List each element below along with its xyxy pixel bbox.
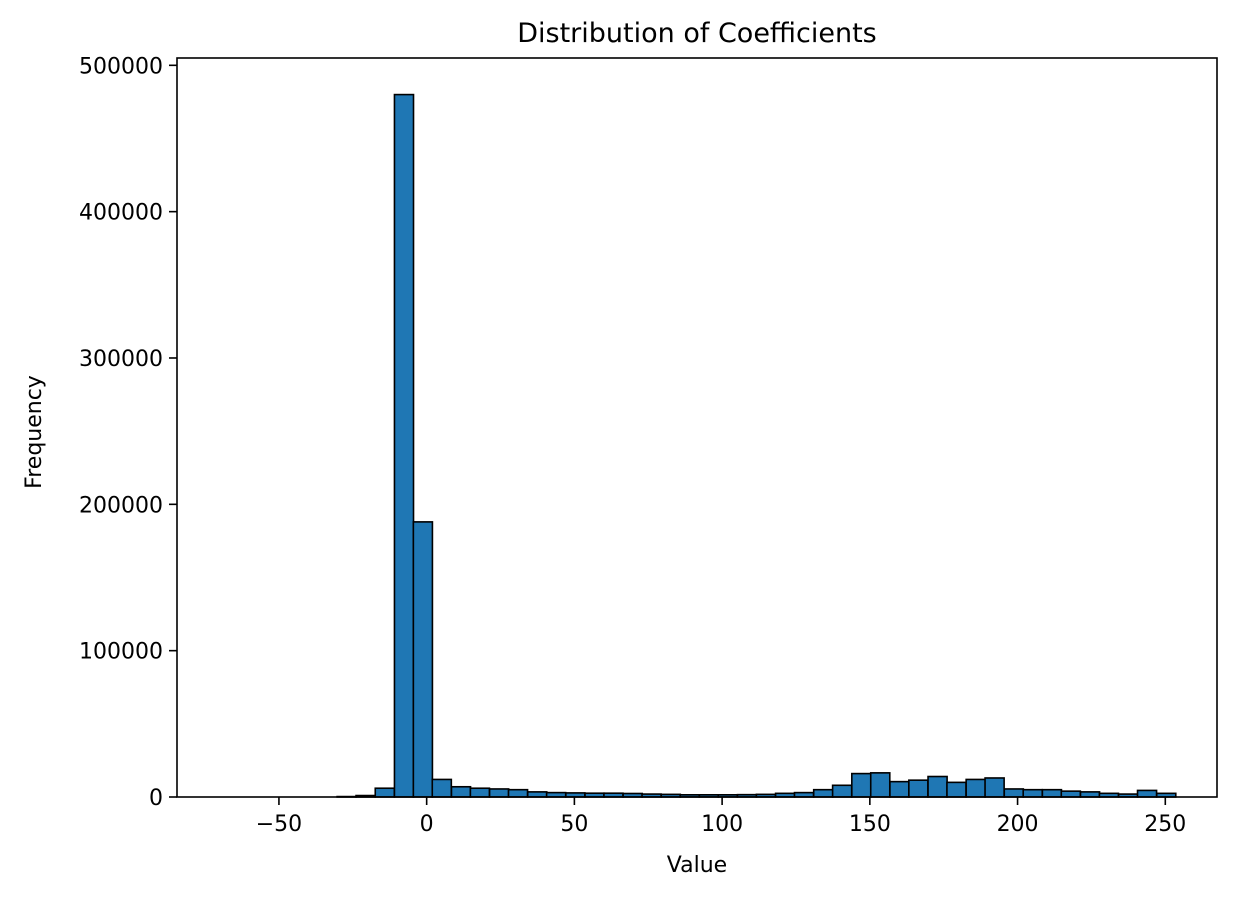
y-tick-label: 100000 bbox=[79, 640, 163, 665]
histogram-bar bbox=[814, 790, 833, 797]
x-tick-label: 250 bbox=[1144, 812, 1186, 837]
x-tick-label: −50 bbox=[256, 812, 302, 837]
y-tick-label: 300000 bbox=[79, 347, 163, 372]
histogram-bar bbox=[985, 778, 1004, 797]
y-axis-label: Frequency bbox=[22, 375, 47, 489]
y-tick-label: 400000 bbox=[79, 201, 163, 226]
x-tick-label: 100 bbox=[701, 812, 743, 837]
histogram-bar bbox=[1061, 791, 1080, 797]
histogram-bar bbox=[852, 774, 871, 797]
histogram-bar bbox=[1004, 789, 1023, 797]
histogram-bar bbox=[871, 773, 890, 797]
histogram-bar bbox=[375, 788, 394, 797]
y-axis: 0 100000 200000 300000 400000 500000 bbox=[79, 54, 177, 811]
histogram-bar bbox=[394, 95, 413, 797]
histogram-bar bbox=[966, 779, 985, 797]
x-tick-label: 0 bbox=[420, 812, 434, 837]
histogram-bar bbox=[1042, 790, 1061, 797]
bars-group bbox=[337, 95, 1176, 797]
x-axis: −50 0 50 100 150 200 250 bbox=[256, 797, 1187, 837]
histogram-bar bbox=[470, 788, 489, 797]
histogram-bar bbox=[909, 780, 928, 797]
histogram-bar bbox=[1138, 790, 1157, 797]
histogram-bar bbox=[509, 790, 528, 797]
histogram-bar bbox=[947, 782, 966, 797]
histogram-bar bbox=[890, 782, 909, 797]
plot-frame bbox=[177, 58, 1217, 797]
histogram-bar bbox=[1023, 790, 1042, 797]
histogram-bar bbox=[413, 522, 432, 797]
histogram-bar bbox=[928, 777, 947, 797]
chart-title: Distribution of Coefficients bbox=[517, 18, 877, 49]
y-tick-label: 500000 bbox=[79, 54, 163, 79]
histogram-bar bbox=[432, 779, 451, 797]
histogram-bar bbox=[451, 787, 470, 797]
x-tick-label: 50 bbox=[560, 812, 588, 837]
y-tick-label: 200000 bbox=[79, 493, 163, 518]
histogram-bar bbox=[490, 789, 509, 797]
x-tick-label: 200 bbox=[997, 812, 1039, 837]
y-tick-label: 0 bbox=[149, 786, 163, 811]
x-axis-label: Value bbox=[667, 853, 727, 878]
histogram-bar bbox=[833, 785, 852, 797]
x-tick-label: 150 bbox=[849, 812, 891, 837]
